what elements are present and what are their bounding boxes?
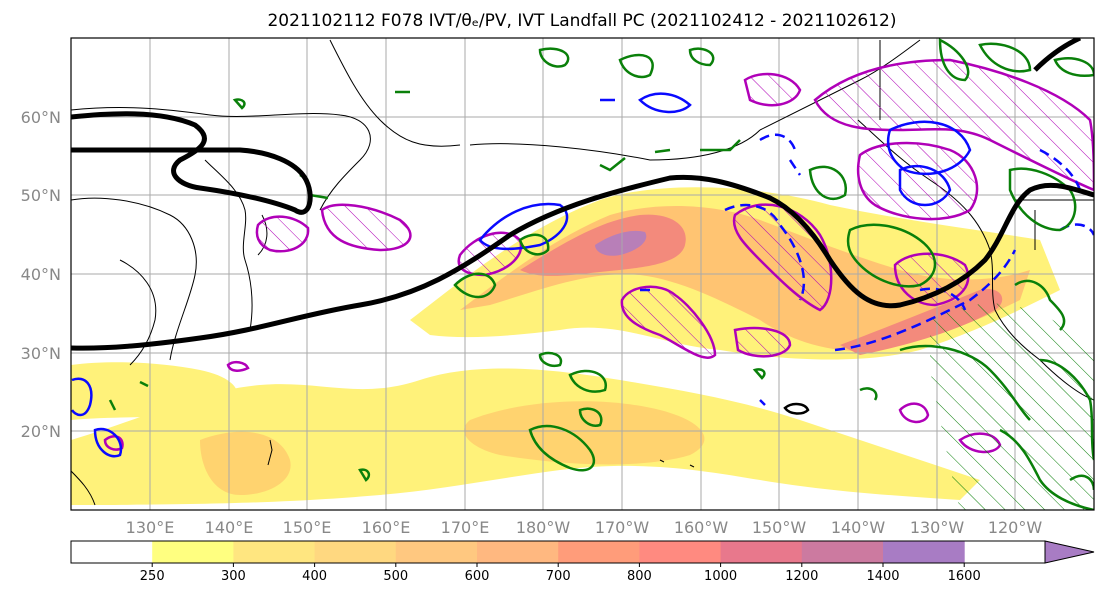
lon-tick-150w: 150°W xyxy=(752,518,807,537)
lon-tick-150e: 150°E xyxy=(283,518,332,537)
pv-contour-11 xyxy=(898,402,930,424)
pv-contour-5 xyxy=(743,72,802,107)
pv-contour-13 xyxy=(226,360,250,372)
chart-title: 2021102112 F078 IVT/θₑ/PV, IVT Landfall … xyxy=(267,11,896,31)
lon-axis: 130°E 140°E 150°E 160°E 170°E 180°W 170°… xyxy=(126,518,1043,537)
lon-tick-130e: 130°E xyxy=(126,518,175,537)
lon-tick-160e: 160°E xyxy=(362,518,411,537)
colorbar-swatch xyxy=(639,541,722,563)
lat-tick-20: 20°N xyxy=(21,422,61,441)
colorbar-tick-label: 400 xyxy=(302,569,327,584)
colorbar-tick-label: 1000 xyxy=(704,569,737,584)
pv-contour-9 xyxy=(733,326,792,358)
lat-tick-60: 60°N xyxy=(21,108,61,127)
lon-tick-160w: 160°W xyxy=(674,518,729,537)
colorbar-tick-label: 500 xyxy=(383,569,408,584)
map-frame xyxy=(70,37,1095,511)
colorbar-tick-label: 700 xyxy=(546,569,571,584)
colorbar-swatch xyxy=(395,541,478,563)
colorbar-tick-label: 1200 xyxy=(785,569,818,584)
lon-tick-180w: 180°W xyxy=(516,518,571,537)
pv-contour-1 xyxy=(320,203,412,252)
black-contour-south xyxy=(71,174,1094,351)
pv-contour-7 xyxy=(856,141,979,221)
colorbar-tick-label: 1600 xyxy=(948,569,981,584)
lon-tick-140w: 140°W xyxy=(831,518,886,537)
colorbar-tick-label: 300 xyxy=(221,569,246,584)
pv-contour-2 xyxy=(255,215,310,253)
map-panel xyxy=(70,37,1095,511)
lon-tick-130w: 130°W xyxy=(910,518,965,537)
ivt-core-peak xyxy=(595,230,647,256)
colorbar-swatch xyxy=(477,541,559,563)
lat-tick-50: 50°N xyxy=(21,186,61,205)
colorbar-ticks: 250 300 400 500 600 700 800 1000 1200 1400 1600 xyxy=(140,563,981,584)
black-contour-north xyxy=(71,111,313,215)
colorbar-swatch xyxy=(71,541,153,563)
lat-tick-30: 30°N xyxy=(21,344,61,363)
colorbar-swatch xyxy=(233,541,316,563)
lon-tick-140e: 140°E xyxy=(205,518,254,537)
colorbar-tick-label: 800 xyxy=(627,569,652,584)
pv-contour-3 xyxy=(457,231,523,277)
colorbar-swatches xyxy=(71,541,965,563)
ivt-subtropical-core xyxy=(200,431,291,495)
colorbar-swatch xyxy=(558,541,640,563)
black-small-loop xyxy=(783,402,810,415)
colorbar-swatch xyxy=(883,541,965,563)
pv-contour-8 xyxy=(893,252,970,307)
ivt-subtropical-core-2 xyxy=(464,401,705,465)
colorbar-swatch xyxy=(801,541,884,563)
colorbar-tick-label: 600 xyxy=(465,569,490,584)
colorbar-extend-arrow xyxy=(1044,540,1095,564)
colorbar: 250 300 400 500 600 700 800 1000 1200 1400 1600 xyxy=(70,540,1095,584)
colorbar-tick-label: 250 xyxy=(140,569,165,584)
lon-tick-120w: 120°W xyxy=(988,518,1043,537)
lat-tick-40: 40°N xyxy=(21,265,61,284)
bold-black-contours xyxy=(71,38,1094,351)
lon-tick-170w: 170°W xyxy=(595,518,650,537)
theta-e-contours xyxy=(71,92,1094,458)
colorbar-swatch xyxy=(720,541,803,563)
black-contour-ne xyxy=(1033,38,1082,72)
colorbar-swatch xyxy=(152,541,234,563)
lat-axis: 60°N 50°N 40°N 30°N 20°N xyxy=(21,108,61,441)
green-hatch-region xyxy=(930,303,1094,510)
colorbar-swatch xyxy=(314,541,397,563)
colorbar-tick-label: 1400 xyxy=(866,569,899,584)
ivt-filled-contours xyxy=(71,187,1060,505)
lon-tick-170e: 170°E xyxy=(441,518,490,537)
pv-contour-4 xyxy=(620,285,717,359)
